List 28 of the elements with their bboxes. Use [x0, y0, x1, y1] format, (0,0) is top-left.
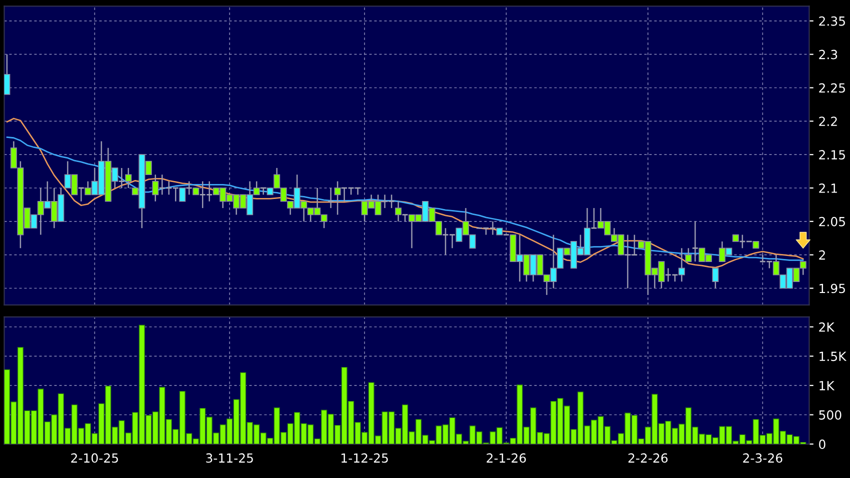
y-tick-label: 500: [819, 410, 842, 420]
x-tick-label: 3-11-25: [206, 453, 253, 463]
x-tick-label: 2-3-26: [743, 453, 782, 463]
y-tick-label: 0: [819, 440, 826, 449]
y-tick-label: 1.5K: [820, 352, 847, 362]
y-tick-label: 2.1: [819, 183, 837, 193]
candlestick: [712, 268, 719, 289]
x-tick-label: 1-12-25: [342, 453, 388, 463]
y-tick-label: 2K: [819, 322, 835, 332]
candlestick: [327, 187, 334, 209]
candlestick: [590, 207, 598, 229]
y-tick-label: 2.05: [819, 216, 845, 226]
candlestick: [179, 188, 186, 202]
candlestick: [4, 54, 10, 96]
y-tick-label: 2.2: [819, 116, 837, 126]
x-tick-label: 2-1-26: [486, 453, 526, 463]
candlestick: [118, 167, 126, 189]
y-tick-label: 1.95: [820, 284, 845, 294]
y-tick-label: 2.15: [819, 150, 845, 160]
x-tick-label: 2-10-25: [71, 453, 118, 463]
y-tick-label: 2.35: [819, 16, 845, 26]
y-tick-label: 2: [819, 250, 825, 260]
candlestick: [692, 220, 699, 262]
y-tick-label: 2.25: [819, 83, 845, 93]
x-tick-label: 2-2-26: [628, 453, 668, 463]
candlestick: [685, 248, 692, 262]
y-tick-label: 2.3: [819, 50, 838, 60]
y-tick-label: 1K: [820, 381, 835, 390]
